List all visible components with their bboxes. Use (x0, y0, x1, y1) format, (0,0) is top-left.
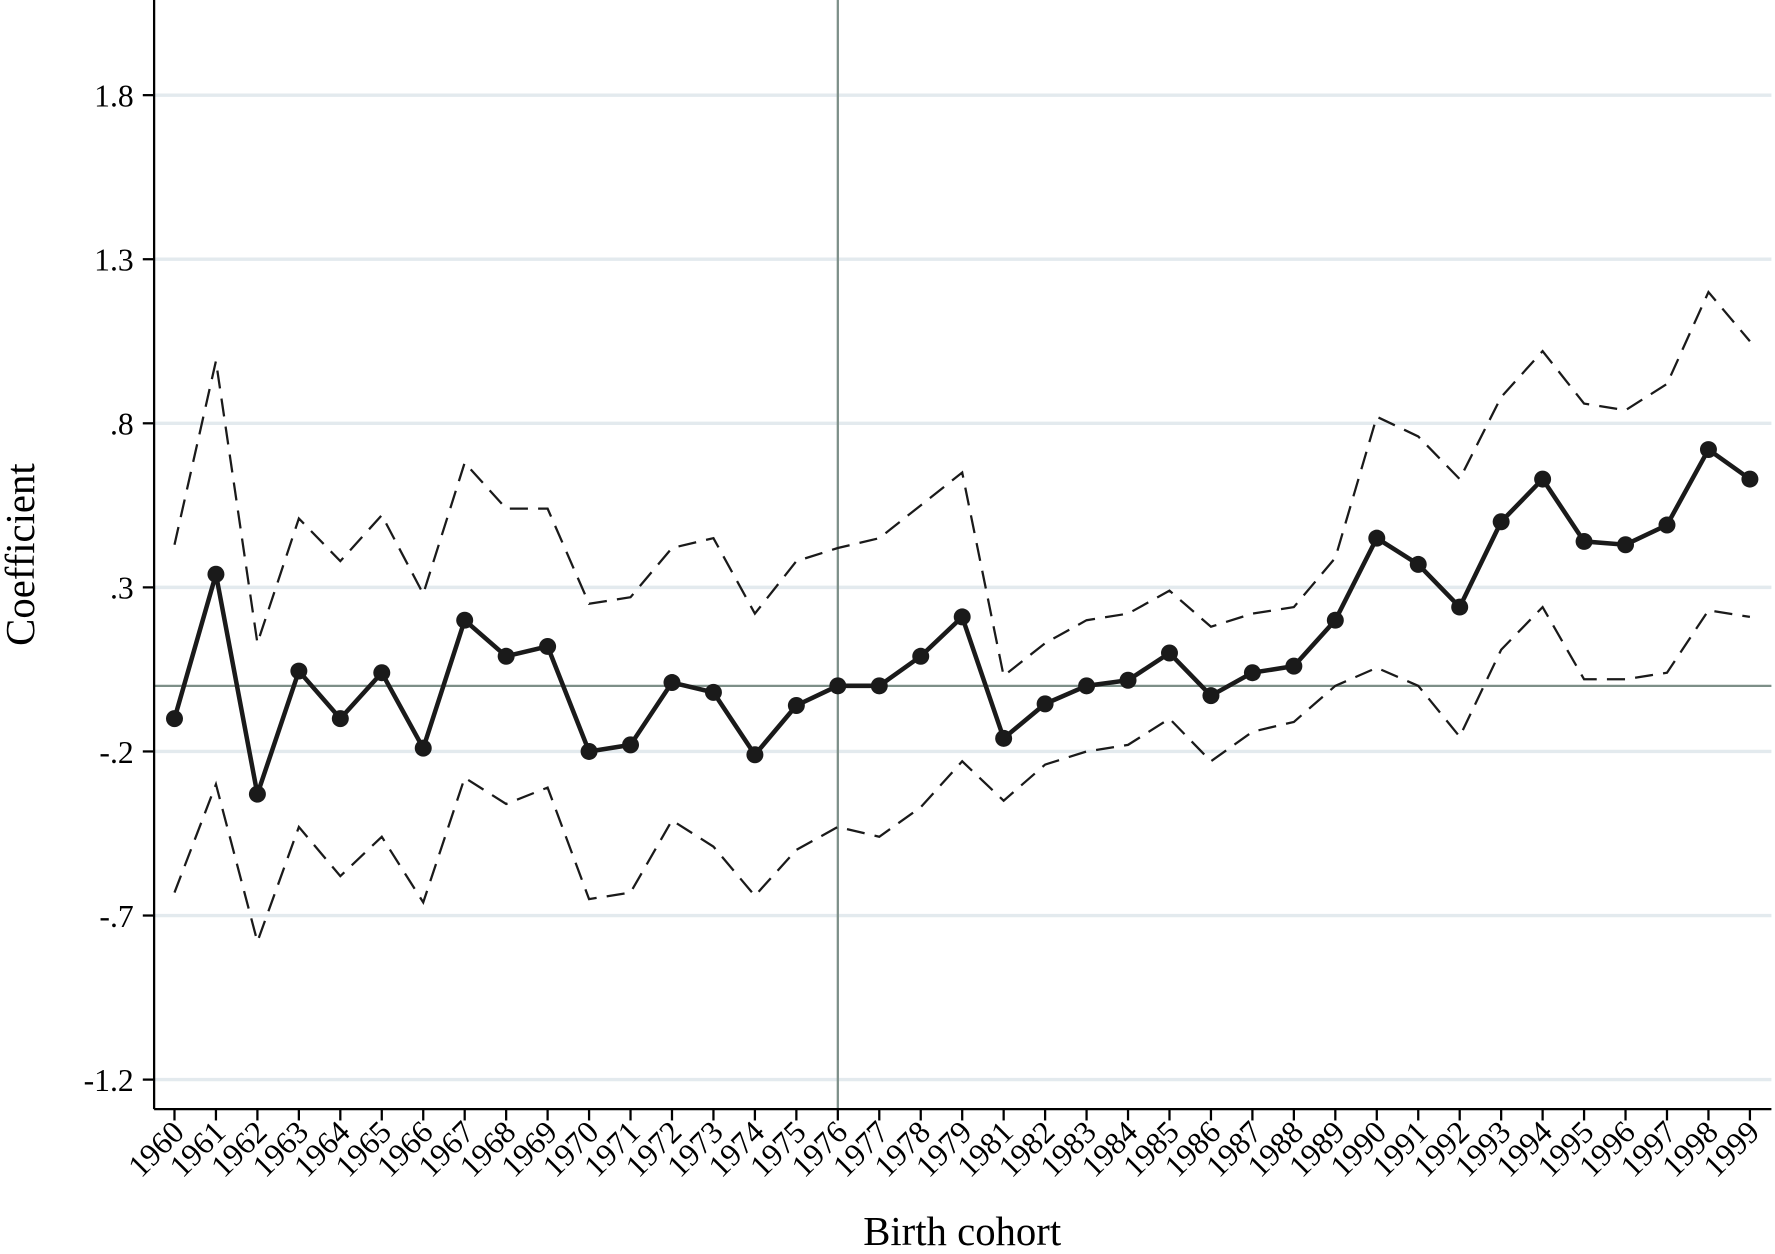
ci-line (173, 605, 1751, 946)
marker (1078, 677, 1096, 695)
marker (497, 647, 515, 665)
marker (1451, 598, 1469, 616)
y-tick-label: -.2 (99, 735, 133, 770)
marker (746, 746, 764, 764)
marker (787, 697, 805, 715)
marker (1409, 555, 1427, 573)
marker (1368, 529, 1386, 547)
marker (1161, 644, 1178, 662)
marker (1243, 664, 1261, 682)
marker (456, 611, 474, 629)
marker (953, 608, 971, 626)
y-tick-label: -.7 (99, 899, 133, 934)
marker (1326, 611, 1344, 629)
marker (1036, 695, 1054, 713)
marker (1617, 536, 1635, 554)
marker (1575, 532, 1593, 550)
marker (663, 674, 681, 692)
marker (1285, 657, 1303, 675)
marker (912, 647, 930, 665)
marker (414, 739, 432, 757)
marker (1119, 671, 1137, 689)
marker (1492, 513, 1510, 531)
marker (165, 710, 183, 728)
marker (870, 677, 888, 695)
marker (622, 736, 640, 754)
y-axis-title: Coefficient (0, 463, 43, 646)
marker (1699, 441, 1717, 459)
y-tick-label: 1.3 (94, 243, 134, 278)
marker (331, 710, 349, 728)
marker (290, 662, 308, 680)
marker (373, 664, 391, 682)
marker (1534, 470, 1552, 488)
ci-line (173, 289, 1751, 679)
marker (1202, 687, 1220, 705)
marker (207, 565, 225, 583)
x-axis-title: Birth cohort (863, 1209, 1062, 1254)
marker (539, 637, 557, 655)
marker (580, 742, 598, 760)
marker (704, 683, 722, 701)
marker (995, 729, 1013, 747)
marker (248, 785, 266, 803)
y-tick-label: .8 (110, 407, 134, 442)
marker (1658, 516, 1676, 534)
y-tick-label: .3 (110, 571, 134, 606)
marker (829, 677, 847, 695)
y-tick-label: -1.2 (84, 1063, 134, 1098)
y-tick-label: 1.8 (94, 78, 134, 113)
marker (1741, 470, 1759, 488)
